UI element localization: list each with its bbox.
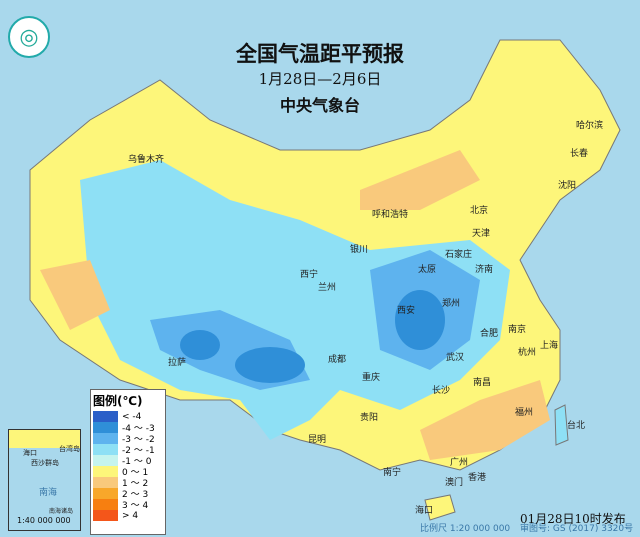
legend-item: -1 ～ 0 xyxy=(93,455,163,467)
legend-item: 0 ～ 1 xyxy=(93,466,163,478)
city-label: 昆明 xyxy=(308,435,327,445)
city-label: 银川 xyxy=(350,245,369,255)
warm-zone-se xyxy=(420,380,550,460)
legend-swatch xyxy=(93,422,118,433)
inset-label: 西沙群岛 xyxy=(31,459,59,467)
legend-label: < -4 xyxy=(122,411,142,422)
coldest-zone-1 xyxy=(395,290,445,350)
city-label: 乌鲁木齐 xyxy=(128,155,165,165)
legend-label: 3 ～ 4 xyxy=(122,501,149,511)
legend-swatch xyxy=(93,488,118,499)
approval-number: 审图号: GS (2017) 3320号 xyxy=(520,524,634,534)
city-label: 呼和浩特 xyxy=(372,210,409,220)
legend-swatch xyxy=(93,455,118,466)
map-scale: 比例尺 1:20 000 000 xyxy=(420,524,511,534)
legend-swatch xyxy=(93,444,118,455)
city-label: 澳门 xyxy=(445,478,464,488)
legend-item: -2 ～ -1 xyxy=(93,444,163,456)
city-label: 南京 xyxy=(508,325,527,335)
map-title: 全国气温距平预报 xyxy=(236,41,404,66)
city-label: 郑州 xyxy=(442,299,461,309)
city-label: 成都 xyxy=(328,355,347,365)
legend-label: > 4 xyxy=(122,510,139,521)
legend-item: > 4 xyxy=(93,510,163,521)
legend-label: -1 ～ 0 xyxy=(122,457,152,467)
city-label: 拉萨 xyxy=(168,358,187,368)
legend-swatch xyxy=(93,477,118,488)
city-label: 沈阳 xyxy=(558,181,577,191)
legend-swatch xyxy=(93,510,118,521)
inset-label: 南海诸岛 xyxy=(49,508,74,515)
legend-title: 图例(℃) xyxy=(93,394,143,408)
city-label: 长沙 xyxy=(432,386,451,396)
legend-label: 2 ～ 3 xyxy=(122,490,149,500)
legend-item: -4 ～ -3 xyxy=(93,422,163,434)
city-label: 太原 xyxy=(418,265,437,275)
legend-item: < -4 xyxy=(93,411,163,422)
city-label: 西安 xyxy=(397,306,416,316)
city-label: 重庆 xyxy=(362,373,381,383)
coldest-zone-2 xyxy=(180,330,220,360)
issuer: 中央气象台 xyxy=(279,96,360,115)
city-label: 西宁 xyxy=(300,270,319,280)
city-label: 贵阳 xyxy=(360,413,379,423)
city-label: 济南 xyxy=(475,265,494,275)
legend-label: 1 ～ 2 xyxy=(122,479,149,489)
inset-label: 南海 xyxy=(39,488,58,498)
inset-label: 海口 xyxy=(23,449,37,457)
date-range: 1月28日—2月6日 xyxy=(258,70,382,88)
city-label: 石家庄 xyxy=(445,250,473,260)
legend-label: -3 ～ -2 xyxy=(122,435,155,445)
city-label: 天津 xyxy=(472,229,491,239)
city-label: 兰州 xyxy=(318,283,337,293)
city-label: 合肥 xyxy=(480,329,499,339)
hainan xyxy=(424,494,456,521)
legend-swatch xyxy=(93,499,118,510)
city-label: 海口 xyxy=(415,506,434,516)
inset-label: 台湾岛 xyxy=(59,445,80,453)
city-label: 广州 xyxy=(450,458,469,468)
taiwan xyxy=(554,404,569,446)
city-label: 上海 xyxy=(540,341,559,351)
inset-scale: 1:40 000 000 xyxy=(17,516,71,525)
city-label: 武汉 xyxy=(446,353,465,363)
city-label: 北京 xyxy=(470,206,489,216)
legend-label: -2 ～ -1 xyxy=(122,446,155,456)
legend-swatch xyxy=(93,411,118,422)
publish-time: 01月28日10时发布 xyxy=(520,512,626,526)
legend-item: 1 ～ 2 xyxy=(93,477,163,489)
cma-logo-icon: ◎ xyxy=(8,16,50,58)
city-label: 杭州 xyxy=(518,348,537,358)
legend-item: -3 ～ -2 xyxy=(93,433,163,445)
city-label: 哈尔滨 xyxy=(576,121,604,131)
warm-zone-w xyxy=(40,260,110,330)
city-label: 南宁 xyxy=(383,468,402,478)
legend-item: 2 ～ 3 xyxy=(93,488,163,500)
legend-label: 0 ～ 1 xyxy=(122,468,149,478)
city-label: 香港 xyxy=(468,473,487,483)
cool-zone xyxy=(80,160,510,440)
legend-label: -4 ～ -3 xyxy=(122,424,155,434)
inset-land xyxy=(9,430,80,448)
legend-swatch xyxy=(93,466,118,477)
legend-swatch xyxy=(93,433,118,444)
city-label: 台北 xyxy=(567,421,586,431)
legend-item: 3 ～ 4 xyxy=(93,499,163,511)
city-label: 福州 xyxy=(515,408,534,418)
coldest-zone-3 xyxy=(235,347,305,383)
warm-zone-ne xyxy=(360,150,480,210)
city-label: 南昌 xyxy=(473,378,492,388)
city-label: 长春 xyxy=(570,149,589,159)
south-china-sea-inset: 海口 西沙群岛 台湾岛 南海 南海诸岛 1:40 000 000 xyxy=(8,429,81,531)
